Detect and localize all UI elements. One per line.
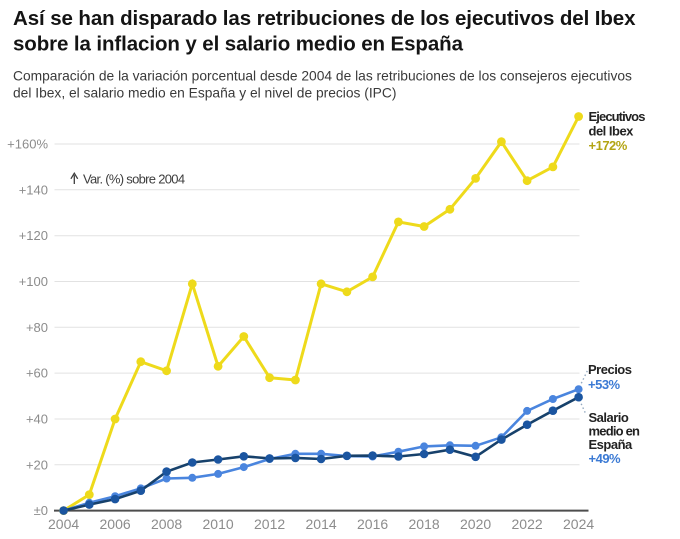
svg-text:2004: 2004 — [48, 516, 79, 532]
svg-text:2024: 2024 — [563, 516, 594, 532]
svg-text:2008: 2008 — [151, 516, 182, 532]
svg-text:+160%: +160% — [7, 137, 48, 152]
svg-text:+53%: +53% — [588, 377, 621, 392]
svg-text:+40: +40 — [26, 412, 48, 427]
svg-text:Precios: Precios — [588, 362, 632, 377]
svg-text:2020: 2020 — [460, 516, 491, 532]
svg-text:del Ibex, el salario medio en: del Ibex, el salario medio en España y e… — [13, 86, 396, 101]
svg-text:2006: 2006 — [100, 516, 131, 532]
svg-text:España: España — [589, 437, 634, 452]
svg-text:+172%: +172% — [589, 138, 628, 153]
svg-text:2010: 2010 — [203, 516, 234, 532]
svg-text:+100: +100 — [19, 274, 48, 289]
svg-text:+20: +20 — [26, 457, 48, 472]
svg-text:+120: +120 — [19, 228, 48, 243]
svg-text:2014: 2014 — [306, 516, 337, 532]
svg-text:2022: 2022 — [512, 516, 543, 532]
svg-text:Comparación de la variación po: Comparación de la variación porcentual d… — [13, 69, 632, 84]
svg-text:+49%: +49% — [589, 451, 622, 466]
svg-text:+60: +60 — [26, 366, 48, 381]
svg-text:del Ibex: del Ibex — [589, 124, 635, 139]
svg-text:Así se han disparado las retri: Así se han disparado las retribuciones d… — [13, 7, 636, 30]
svg-text:+140: +140 — [19, 182, 48, 197]
svg-text:2018: 2018 — [409, 516, 440, 532]
svg-text:±0: ±0 — [34, 503, 48, 518]
svg-text:+80: +80 — [26, 320, 48, 335]
svg-text:Ejecutivos: Ejecutivos — [589, 109, 646, 124]
svg-text:2016: 2016 — [357, 516, 388, 532]
svg-text:Salario: Salario — [589, 410, 629, 425]
svg-text:Var. (%) sobre 2004: Var. (%) sobre 2004 — [83, 172, 185, 187]
svg-text:2012: 2012 — [254, 516, 285, 532]
svg-text:medio en: medio en — [589, 424, 641, 439]
svg-text:sobre la inflacion y el salari: sobre la inflacion y el salario medio en… — [13, 33, 464, 56]
